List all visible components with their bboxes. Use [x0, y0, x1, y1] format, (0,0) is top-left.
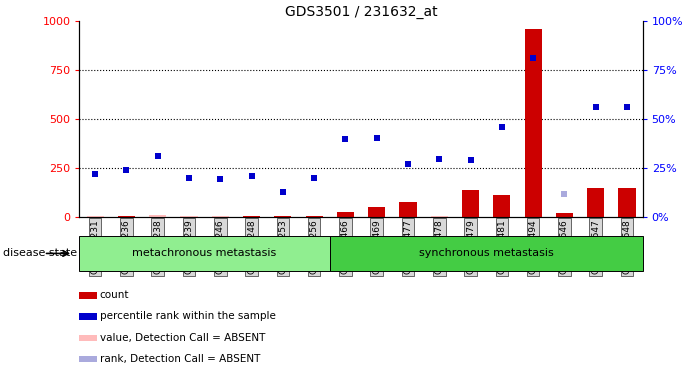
Point [215, 176, 226, 182]
Bar [79, 356, 97, 362]
Bar [368, 207, 386, 217]
Point [434, 156, 445, 162]
Bar [587, 188, 605, 217]
Point [465, 157, 476, 163]
Text: synchronous metastasis: synchronous metastasis [419, 248, 553, 258]
Bar [79, 334, 97, 341]
Bar [462, 190, 479, 217]
Bar [330, 236, 643, 271]
Bar [79, 236, 330, 271]
Bar [117, 216, 135, 217]
Bar [337, 212, 354, 217]
Point [340, 136, 351, 142]
Text: rank, Detection Call = ABSENT: rank, Detection Call = ABSENT [100, 354, 260, 364]
Bar [556, 214, 573, 217]
Bar [243, 216, 260, 217]
Point [590, 104, 601, 110]
Bar [274, 216, 292, 217]
Point [90, 171, 101, 177]
Point [246, 173, 257, 179]
Bar [211, 216, 229, 217]
Bar [399, 202, 417, 217]
Bar [305, 216, 323, 217]
Text: metachronous metastasis: metachronous metastasis [133, 248, 276, 258]
Bar [149, 215, 167, 217]
Point [559, 191, 570, 197]
Point [371, 134, 382, 141]
Text: percentile rank within the sample: percentile rank within the sample [100, 311, 276, 321]
Point [496, 124, 507, 130]
Bar [430, 216, 448, 217]
Bar [180, 216, 198, 217]
Bar [493, 195, 511, 217]
Bar [79, 292, 97, 299]
Point [402, 161, 413, 167]
Bar [86, 216, 104, 217]
Bar [524, 29, 542, 217]
Bar [618, 188, 636, 217]
Text: disease state: disease state [3, 248, 77, 258]
Point [183, 175, 194, 181]
Point [121, 167, 132, 173]
Point [528, 55, 539, 61]
Point [309, 175, 320, 181]
Point [152, 153, 163, 159]
Point [277, 189, 288, 195]
Text: value, Detection Call = ABSENT: value, Detection Call = ABSENT [100, 333, 265, 343]
Point [621, 104, 632, 110]
Bar [79, 313, 97, 320]
Title: GDS3501 / 231632_at: GDS3501 / 231632_at [285, 5, 437, 19]
Text: count: count [100, 290, 129, 300]
